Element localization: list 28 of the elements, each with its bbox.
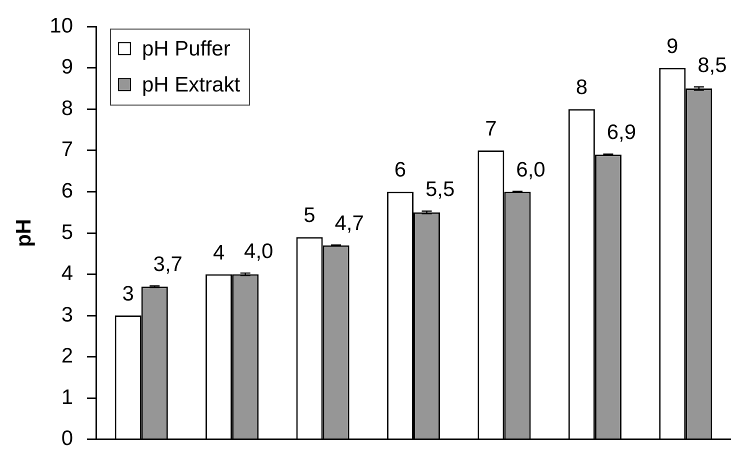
y-tick-label: 0 [61,427,73,450]
data-label: 4,0 [244,240,274,264]
y-tick-label: 6 [61,180,73,203]
data-label: 4,7 [334,212,364,235]
data-label: 4 [212,241,225,264]
data-label: 9 [666,34,678,58]
data-label: 3,7 [153,252,182,276]
legend-label: pH Puffer [142,37,230,60]
y-tick-label: 3 [61,303,73,326]
y-tick-label: 4 [61,262,74,286]
data-label: 7 [485,117,497,140]
y-tick-label: 7 [61,138,73,162]
data-label: 3 [122,282,134,306]
data-label: 8 [576,76,588,100]
data-label: 6,0 [516,158,546,182]
data-label: 5,5 [425,178,455,202]
y-tick-label: 9 [61,56,73,79]
y-tick-label: 1 [61,386,73,409]
legend-label: pH Extrakt [142,73,240,96]
data-label: 5 [304,204,316,228]
y-tick-label: 5 [61,220,73,244]
y-axis-title: pH [12,219,36,247]
data-label: 6 [394,158,406,182]
y-tick-label: 2 [61,344,73,368]
y-tick-label: 8 [61,96,73,120]
data-label: 6,9 [606,121,636,144]
data-label: 8,5 [698,54,727,77]
y-tick-label: 10 [50,14,73,38]
